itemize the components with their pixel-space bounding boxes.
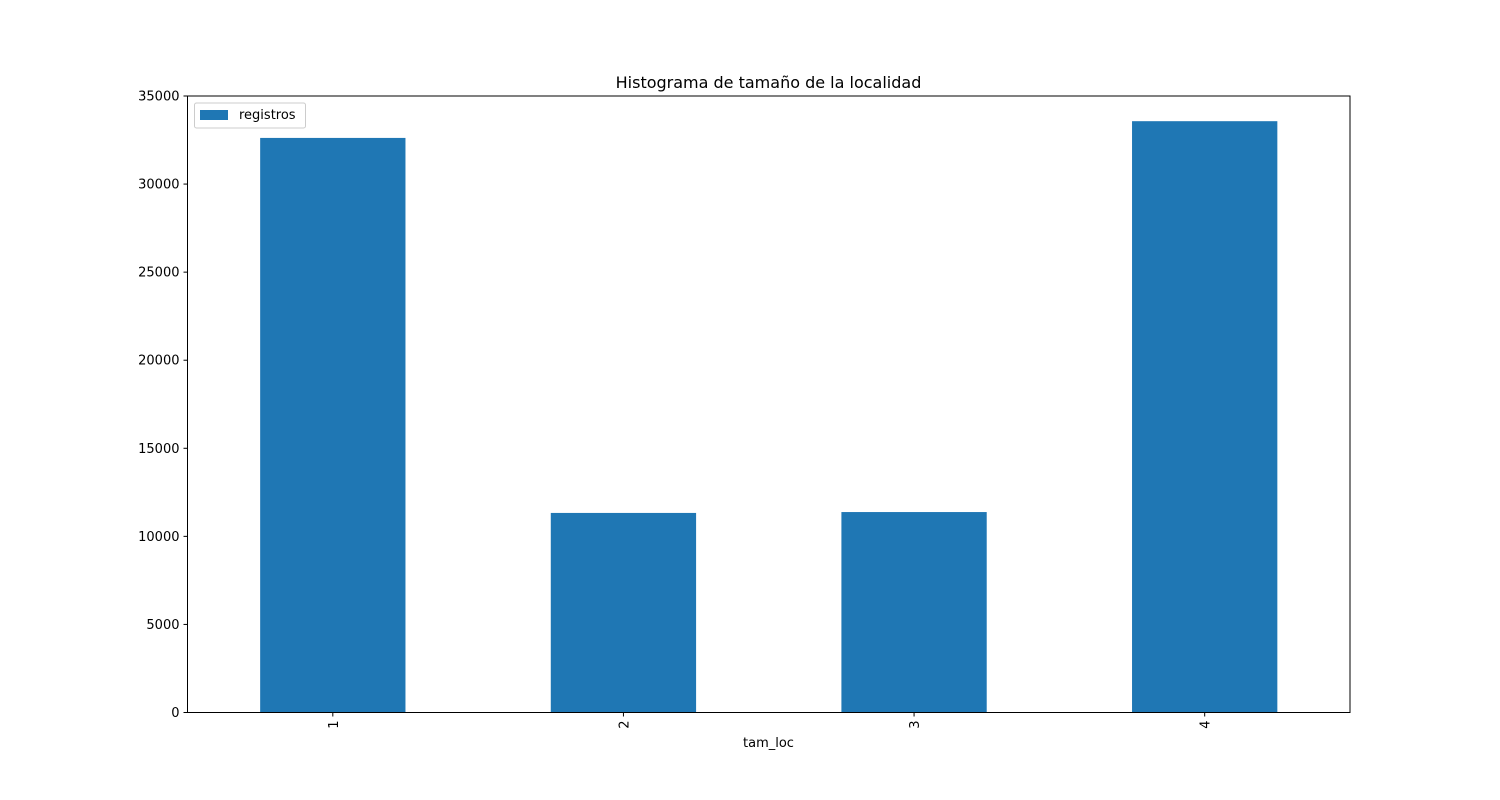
x-tick-label: 4 [1199, 721, 1214, 729]
y-axis-ticks: 0 5000 10000 15000 20000 25000 30000 35000 [138, 90, 188, 721]
legend: registros [194, 102, 306, 129]
x-tick-label: 2 [617, 721, 632, 729]
y-tick-label: 0 [171, 706, 179, 721]
legend-swatch [200, 110, 228, 120]
plot-frame [187, 95, 1351, 713]
y-tick-label: 25000 [138, 266, 179, 281]
y-tick-label: 35000 [138, 90, 179, 105]
y-tick-label: 20000 [138, 354, 179, 369]
legend-label: registros [239, 108, 296, 123]
x-tick-label: 1 [327, 721, 342, 729]
x-axis-label: tam_loc [743, 736, 794, 751]
y-tick-label: 30000 [138, 178, 179, 193]
x-axis-ticks: 1 2 3 4 [327, 712, 1214, 729]
y-tick-label: 15000 [138, 442, 179, 457]
bar-1 [260, 137, 406, 713]
bar-group [260, 121, 1278, 713]
y-tick-label: 10000 [138, 530, 179, 545]
y-tick-label: 5000 [146, 618, 179, 633]
chart-title: Histograma de tamaño de la localidad [616, 73, 922, 92]
bar-2 [550, 512, 697, 713]
legend-box [194, 102, 306, 129]
bar-4 [1132, 121, 1278, 713]
x-tick-label: 3 [908, 721, 923, 729]
bar-3 [841, 512, 987, 713]
